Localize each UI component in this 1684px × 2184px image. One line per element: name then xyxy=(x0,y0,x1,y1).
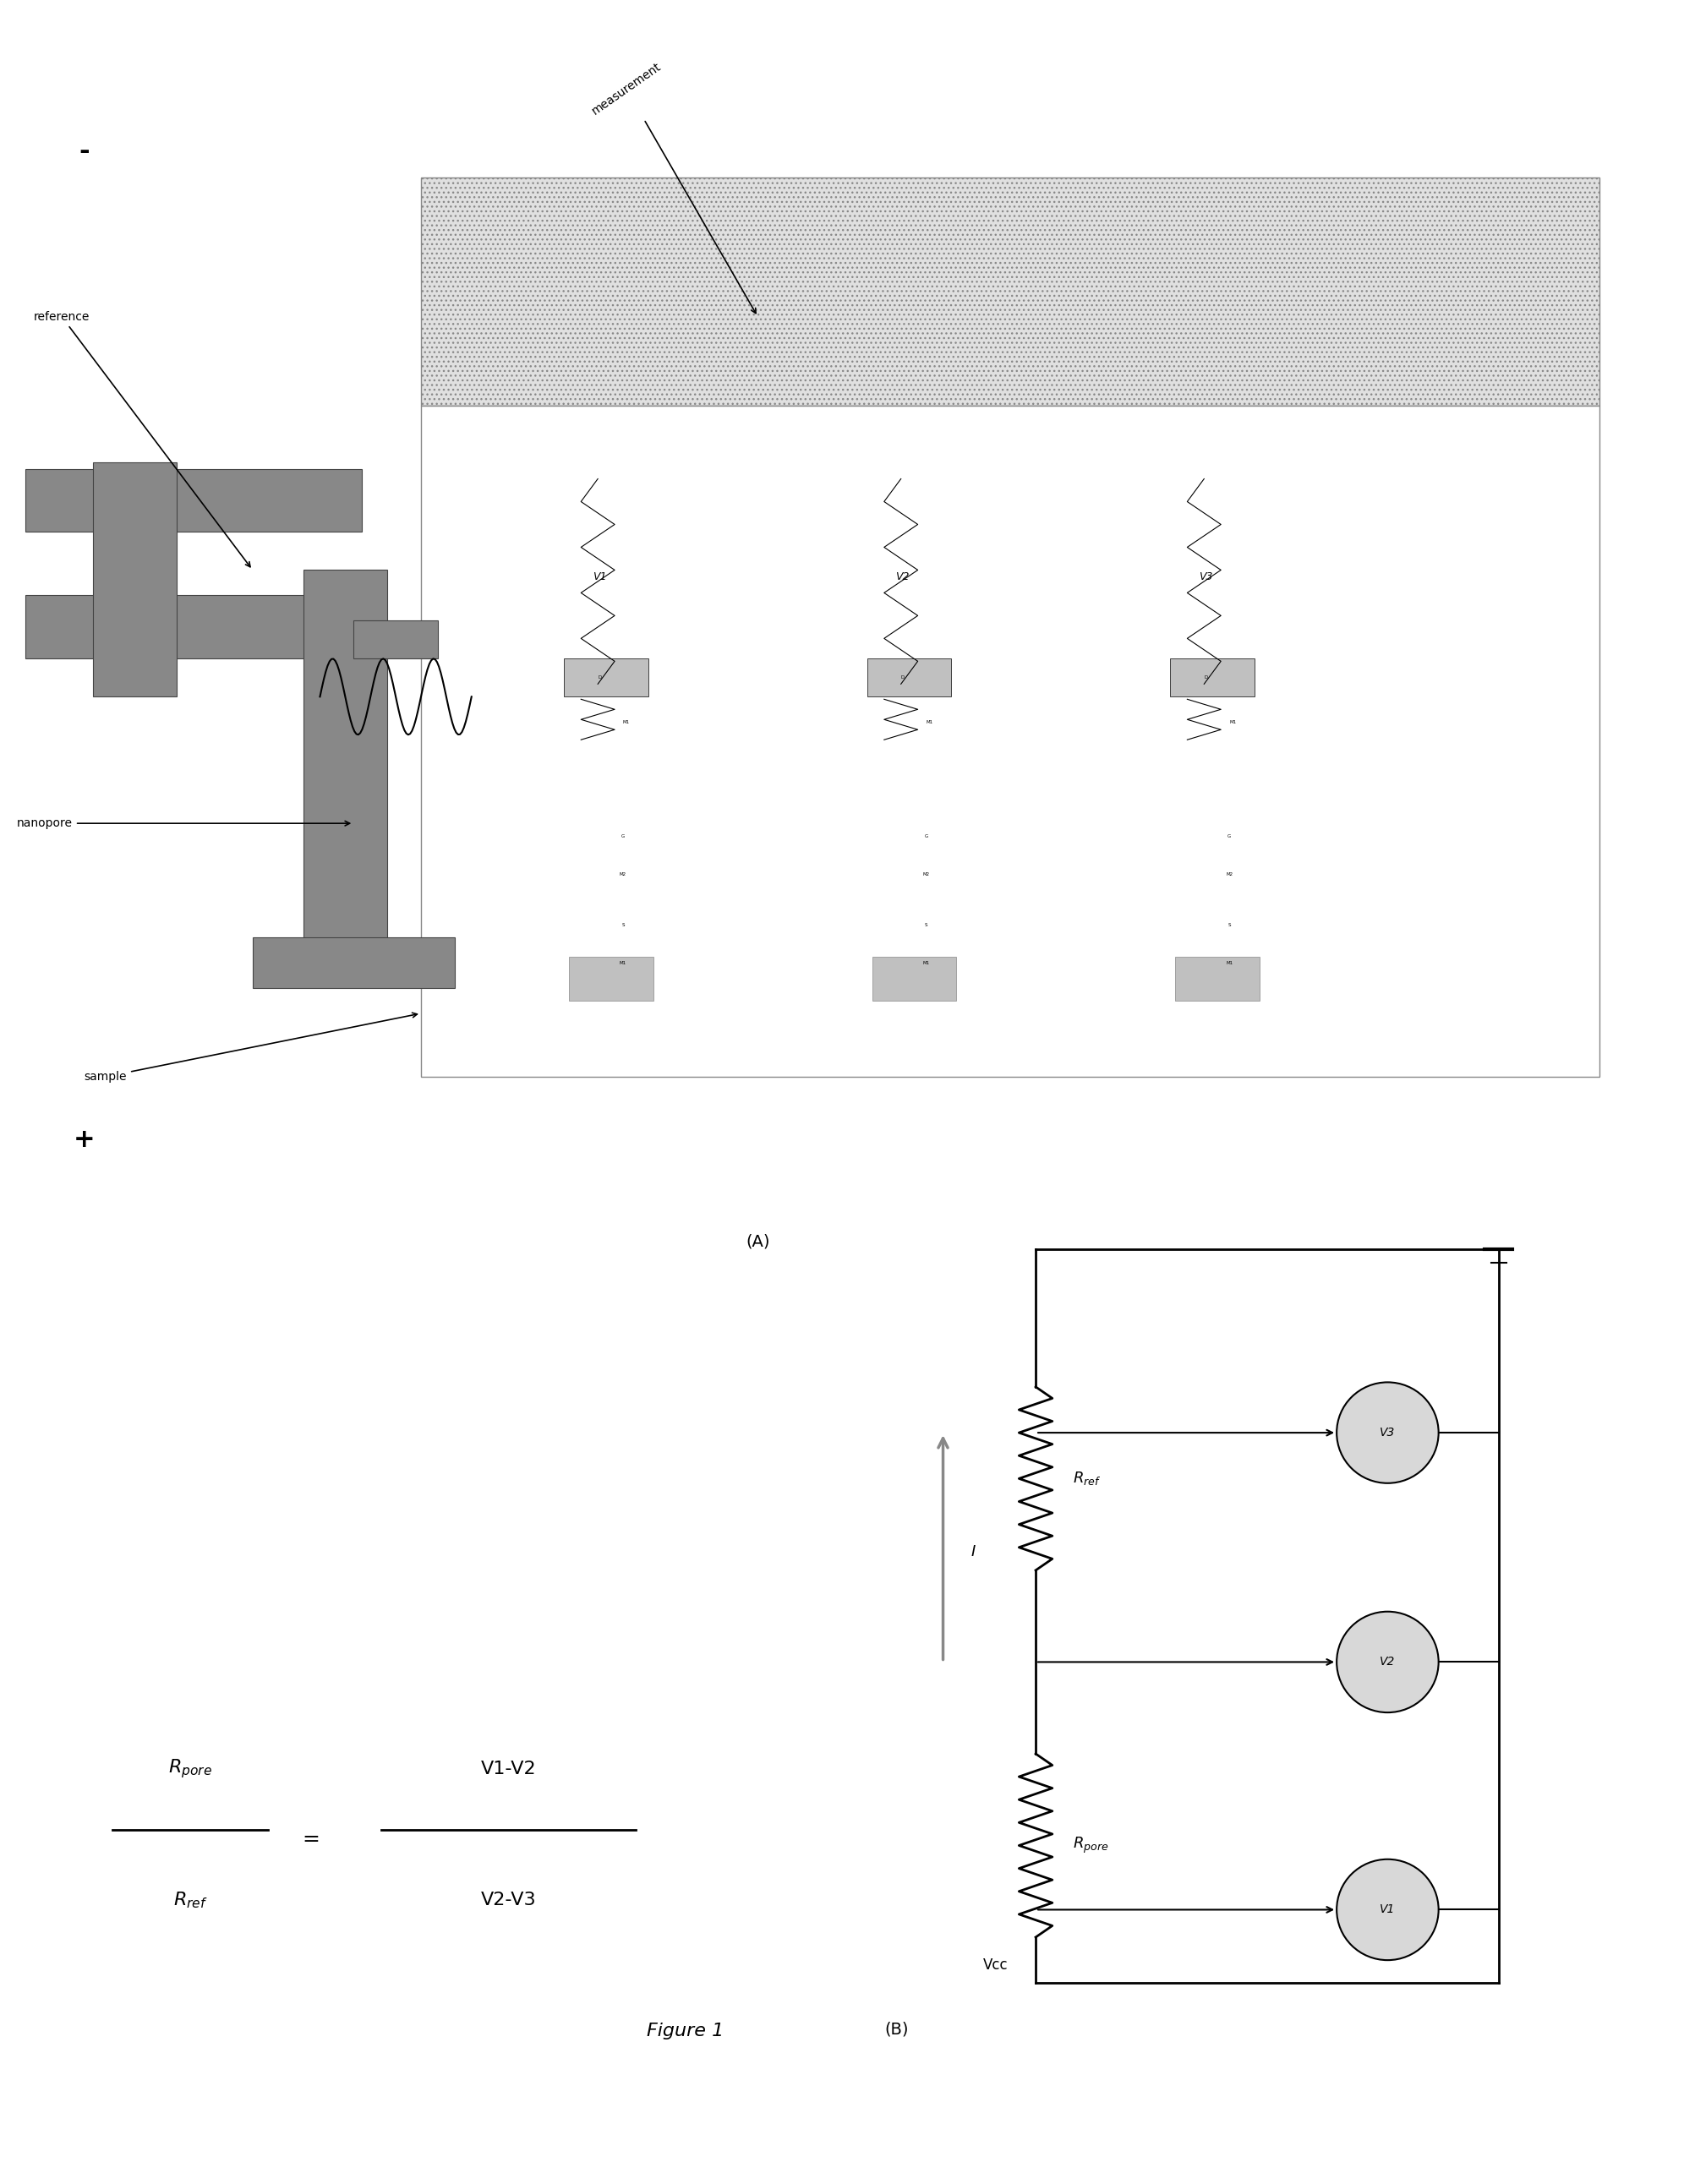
Text: M2: M2 xyxy=(620,871,626,876)
Text: M1: M1 xyxy=(923,961,930,965)
Text: (A): (A) xyxy=(746,1234,770,1249)
Text: $I$: $I$ xyxy=(970,1544,977,1559)
Text: nanopore: nanopore xyxy=(17,817,350,830)
Text: +: + xyxy=(74,1127,94,1153)
Text: sample: sample xyxy=(84,1013,418,1083)
FancyBboxPatch shape xyxy=(25,596,362,660)
FancyBboxPatch shape xyxy=(253,937,455,987)
FancyBboxPatch shape xyxy=(421,177,1600,406)
Circle shape xyxy=(1337,1382,1438,1483)
Text: M2: M2 xyxy=(923,871,930,876)
Text: G: G xyxy=(621,834,625,839)
Text: D: D xyxy=(1204,675,1207,679)
Circle shape xyxy=(1337,1612,1438,1712)
Text: V1: V1 xyxy=(1379,1904,1396,1915)
Text: V2: V2 xyxy=(1379,1655,1396,1669)
Text: S: S xyxy=(621,922,625,926)
Text: V2-V3: V2-V3 xyxy=(482,1891,536,1909)
Text: V3: V3 xyxy=(1199,572,1212,583)
Text: S: S xyxy=(925,922,928,926)
FancyBboxPatch shape xyxy=(1170,660,1255,697)
FancyBboxPatch shape xyxy=(569,957,653,1000)
Text: V2: V2 xyxy=(896,572,909,583)
FancyBboxPatch shape xyxy=(25,470,362,533)
Text: V3: V3 xyxy=(1379,1426,1396,1439)
Text: V1-V2: V1-V2 xyxy=(482,1760,536,1778)
Text: measurement: measurement xyxy=(589,61,756,312)
Text: $R_{pore}$: $R_{pore}$ xyxy=(1073,1837,1108,1854)
Text: M2: M2 xyxy=(1226,871,1233,876)
FancyBboxPatch shape xyxy=(1175,957,1260,1000)
Text: V1: V1 xyxy=(593,572,606,583)
FancyBboxPatch shape xyxy=(564,660,648,697)
Text: $R_{ref}$: $R_{ref}$ xyxy=(1073,1470,1101,1487)
Text: M1: M1 xyxy=(1226,961,1233,965)
Text: M1: M1 xyxy=(926,721,933,725)
Text: $R_{pore}$: $R_{pore}$ xyxy=(168,1758,212,1780)
Text: G: G xyxy=(1228,834,1231,839)
FancyBboxPatch shape xyxy=(421,406,1600,1077)
Text: M1: M1 xyxy=(1229,721,1236,725)
Text: Figure 1: Figure 1 xyxy=(647,2022,724,2040)
Text: D: D xyxy=(598,675,601,679)
Text: G: G xyxy=(925,834,928,839)
FancyBboxPatch shape xyxy=(354,620,438,660)
FancyBboxPatch shape xyxy=(872,957,957,1000)
Text: reference: reference xyxy=(34,310,251,568)
Text: =: = xyxy=(301,1828,320,1850)
Text: (B): (B) xyxy=(884,2020,909,2038)
FancyBboxPatch shape xyxy=(867,660,951,697)
Text: $R_{ref}$: $R_{ref}$ xyxy=(173,1889,207,1911)
Text: -: - xyxy=(79,140,89,164)
Text: M1: M1 xyxy=(623,721,630,725)
Text: Vcc: Vcc xyxy=(983,1957,1007,1972)
FancyBboxPatch shape xyxy=(303,570,387,950)
Circle shape xyxy=(1337,1859,1438,1961)
FancyBboxPatch shape xyxy=(93,463,177,697)
Text: D: D xyxy=(901,675,904,679)
Text: M1: M1 xyxy=(620,961,626,965)
Text: S: S xyxy=(1228,922,1231,926)
